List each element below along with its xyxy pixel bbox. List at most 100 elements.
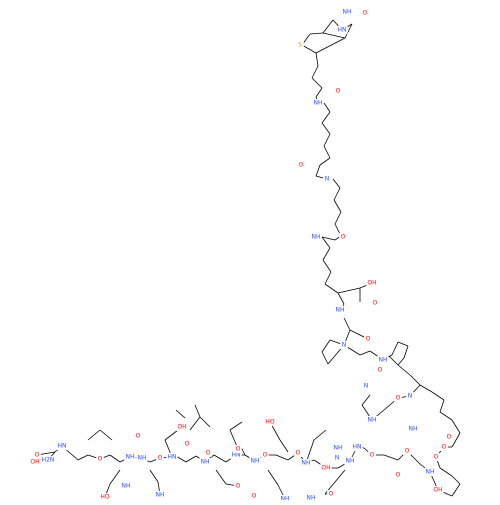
atom-label-background <box>154 491 166 499</box>
atom-label-text: HN <box>353 444 362 451</box>
atom-label: O <box>339 233 347 241</box>
atom-label-background <box>305 494 317 502</box>
atom-label: N <box>406 392 414 400</box>
atom-label: NH <box>279 495 291 503</box>
atom-label-background <box>376 366 384 374</box>
atom-label: O <box>204 449 212 457</box>
atom-label-text: O <box>206 450 211 457</box>
atom-label: OH <box>176 423 188 431</box>
bond-line <box>315 52 319 67</box>
bond-line <box>324 481 336 495</box>
bond-line <box>109 469 121 485</box>
atom-label-background <box>134 432 142 440</box>
bond-line <box>397 357 405 366</box>
atom-label-text: O <box>299 162 304 169</box>
atom-label-text: NH <box>334 445 343 452</box>
atom-label: NH <box>120 482 132 490</box>
bond-line <box>337 287 361 294</box>
bond-line <box>315 164 321 177</box>
bond-line <box>324 283 339 294</box>
atom-label-text: O <box>370 452 375 459</box>
atom-label: NH <box>332 444 344 452</box>
bond-line <box>324 271 332 285</box>
atom-label-text: O <box>236 446 241 453</box>
atom-label-text: O <box>263 452 268 459</box>
bond-line <box>213 454 227 463</box>
bond-line <box>323 102 331 113</box>
atom-label: O <box>432 453 440 461</box>
atom-label: HN <box>230 451 242 459</box>
atom-label: O <box>445 433 453 441</box>
atom-label-background <box>432 453 440 461</box>
bond-line <box>323 133 331 147</box>
atom-label: O <box>394 471 402 479</box>
atom-label-text: O <box>236 483 241 490</box>
bond-line <box>175 409 186 419</box>
atom-label-background <box>312 99 324 107</box>
atom-label-text: NH <box>201 459 210 466</box>
bond-line <box>321 339 331 353</box>
bond-line <box>451 432 461 448</box>
atom-label-text: O <box>373 300 378 307</box>
atom-label-text: O <box>98 456 103 463</box>
atom-label-background <box>234 482 242 490</box>
atom-label: O <box>250 492 258 500</box>
atom-label: O <box>376 366 384 374</box>
atom-label-background <box>336 26 348 34</box>
atom-label: O <box>371 299 379 307</box>
bond-line <box>229 421 243 431</box>
atom-label-background <box>344 457 356 465</box>
atom-label-text: O <box>329 491 334 498</box>
atom-label: NH <box>136 454 148 462</box>
atom-label-background <box>339 233 347 241</box>
atom-label-text: NH <box>379 357 388 364</box>
bond-line <box>321 236 336 241</box>
atom-label: NH <box>154 491 166 499</box>
atom-label-text: O <box>252 493 257 500</box>
bond-line <box>383 454 399 461</box>
atom-label-text: NH <box>156 492 165 499</box>
bond-line <box>313 429 327 441</box>
bond-line <box>311 77 323 89</box>
atom-label: O <box>234 445 242 453</box>
atom-label: N <box>340 341 348 349</box>
atom-label-text: H2N <box>42 457 55 464</box>
atom-label-background <box>230 451 242 459</box>
bond-line <box>439 399 445 413</box>
atom-label: NH <box>312 99 324 107</box>
atom-label-text: O <box>363 10 368 17</box>
atom-label-background <box>249 457 261 465</box>
atom-label-background <box>341 8 353 16</box>
atom-label-background <box>362 382 370 390</box>
bond-line <box>322 32 346 39</box>
atom-label-text: O <box>434 454 439 461</box>
atom-label-text: OH <box>433 487 442 494</box>
atom-label: O <box>261 451 269 459</box>
bond-line <box>321 351 329 365</box>
atom-label-text: O <box>158 455 163 462</box>
bond-line <box>334 469 346 483</box>
atom-label: O <box>334 87 342 95</box>
atom-label-background <box>406 392 414 400</box>
atom-label: NH <box>300 459 312 467</box>
bond-line <box>397 364 411 376</box>
bond-line <box>451 475 461 485</box>
atom-label-text: OH <box>30 459 39 466</box>
atom-label-text: NH <box>281 496 290 501</box>
atom-label: O <box>361 9 369 17</box>
atom-label-background <box>366 416 378 424</box>
bond-line <box>391 341 399 356</box>
bond-line <box>322 259 332 273</box>
bond-line <box>321 122 331 135</box>
atom-label-text: NH <box>409 426 418 433</box>
bond-line <box>315 37 346 54</box>
atom-label: NH <box>124 453 136 461</box>
bond-line <box>109 454 121 463</box>
bond-line <box>451 419 461 434</box>
bond-line <box>359 350 371 356</box>
atom-label: NH <box>310 233 322 241</box>
bond-line <box>309 32 324 35</box>
atom-label: O <box>134 432 142 440</box>
